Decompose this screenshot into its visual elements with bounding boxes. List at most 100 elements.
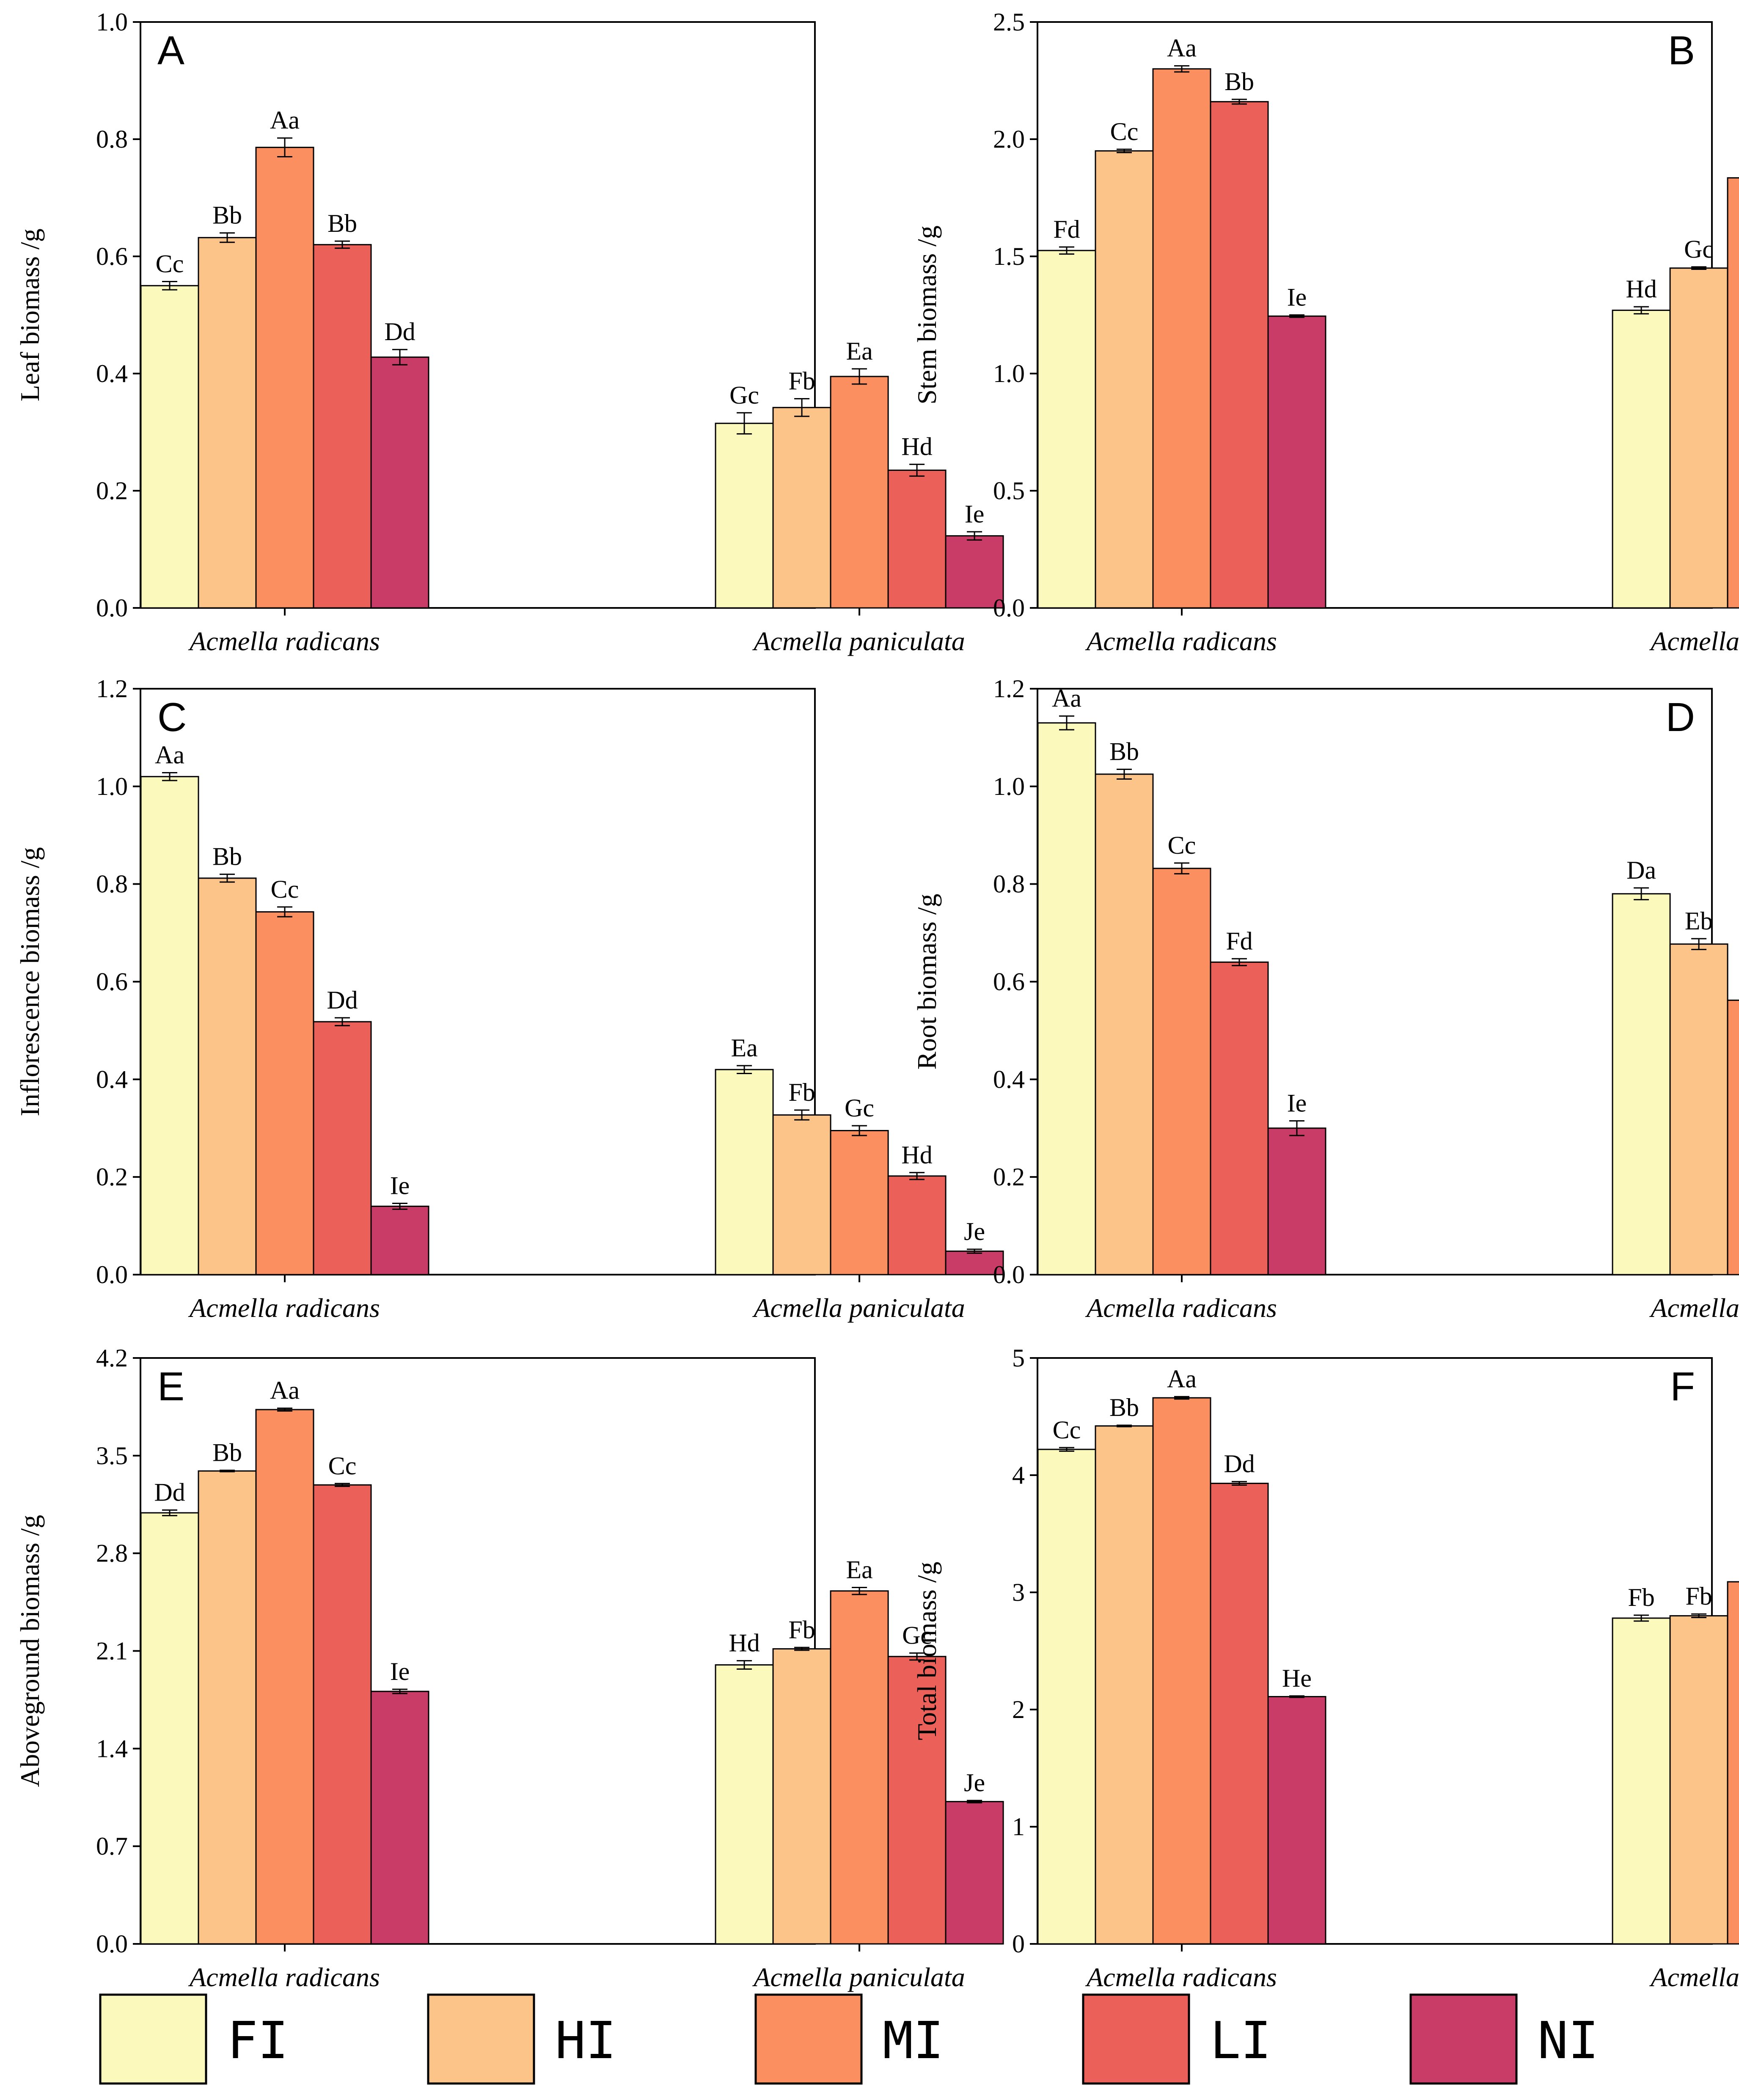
significance-label: Fb [1685, 1582, 1712, 1610]
panel-F: 0 1 2 3 4 5 Total biomass /g Acmella radicans Cc… [912, 1344, 1739, 1992]
significance-label: Ea [846, 337, 872, 365]
bar-MI [830, 1130, 889, 1275]
y-tick-label: 0.0 [96, 1930, 128, 1958]
y-tick-label: 0.5 [993, 477, 1025, 505]
bar-HI [1095, 150, 1154, 609]
significance-label: Bb [1109, 737, 1139, 765]
bar-MI [1152, 68, 1211, 609]
bar-HI [772, 1648, 831, 1945]
legend-swatch-FI [99, 1993, 207, 2085]
y-tick-label: 1.0 [993, 360, 1025, 388]
bar-HI [198, 1470, 257, 1945]
x-category-label: Acmella radicans [188, 626, 380, 656]
bar-FI [715, 1069, 774, 1275]
y-axis-label: Inflorescence biomass /g [15, 847, 45, 1116]
bar-HI [772, 1114, 831, 1275]
bar-FI [1612, 1617, 1671, 1945]
panel-E: 0.0 0.7 1.4 2.1 2.8 3.5 4.2 Aboveground biomass… [15, 1344, 1004, 1992]
y-tick-label: 0.8 [993, 870, 1025, 898]
bar-NI [1267, 1696, 1326, 1945]
significance-label: Cc [1110, 118, 1139, 146]
bar-LI [887, 470, 947, 609]
y-tick-label: 0.6 [96, 242, 128, 270]
bar-LI [1210, 961, 1269, 1275]
y-tick-label: 2.1 [96, 1637, 128, 1665]
bar-MI [1152, 1397, 1211, 1945]
significance-label: Fb [1628, 1583, 1654, 1611]
panel-C: 0.0 0.2 0.4 0.6 0.8 1.0 1.2 Inflorescence bioma… [15, 675, 1004, 1323]
significance-label: Dd [384, 318, 415, 346]
x-category-label: Acmella radicans [188, 1293, 380, 1323]
significance-label: Ie [390, 1171, 410, 1199]
bar-FI [1037, 1449, 1096, 1945]
bar-FI [1037, 250, 1096, 609]
legend-label-FI: FI [227, 2012, 289, 2070]
y-tick-label: 0.2 [96, 477, 128, 505]
significance-label: Dd [1224, 1450, 1255, 1478]
y-tick-label: 1.0 [96, 772, 128, 800]
significance-label: Hd [729, 1629, 759, 1657]
bar-FI [140, 1512, 199, 1945]
bar-MI [830, 1590, 889, 1945]
significance-label: Dd [327, 986, 358, 1014]
significance-label: Aa [1167, 1365, 1197, 1393]
y-axis-label: Root biomass /g [912, 893, 942, 1069]
bar-HI [198, 237, 257, 609]
bar-MI [1727, 999, 1739, 1275]
panel-letter: A [157, 28, 184, 73]
y-tick-label: 3 [1012, 1578, 1025, 1606]
bar-HI [772, 407, 831, 609]
significance-label: Eb [1685, 907, 1713, 935]
bar-HI [1669, 267, 1728, 609]
y-tick-label: 0 [1012, 1930, 1025, 1958]
significance-label: Cc [271, 875, 299, 903]
y-tick-label: 0.6 [96, 968, 128, 996]
panel-A: 0.0 0.2 0.4 0.6 0.8 1.0 Leaf biomass /g Acmella… [15, 8, 1004, 656]
bar-NI [945, 1251, 1004, 1275]
x-category-label: Acmella paniculata [752, 1962, 965, 1992]
legend-label-NI: NI [1538, 2012, 1599, 2070]
x-category-label: Acmella radicans [188, 1962, 380, 1992]
significance-label: Cc [156, 250, 184, 278]
bar-HI [198, 877, 257, 1275]
y-axis-label: Total biomass /g [912, 1561, 942, 1740]
y-tick-label: 0.0 [96, 1261, 128, 1289]
panel-letter: F [1670, 1364, 1695, 1409]
x-category-label: Acmella paniculata [752, 626, 965, 656]
bar-FI [140, 285, 199, 609]
significance-label: Gc [729, 381, 759, 409]
bar-MI [255, 146, 314, 609]
significance-label: Bb [212, 843, 242, 871]
bar-LI [887, 1656, 947, 1945]
y-axis-label: Stem biomass /g [912, 225, 942, 404]
significance-label: Gc [902, 1621, 932, 1649]
bar-FI [1612, 309, 1671, 609]
panel-letter: D [1666, 695, 1695, 740]
y-tick-label: 0.8 [96, 870, 128, 898]
y-tick-label: 3.5 [96, 1442, 128, 1470]
bar-NI [370, 356, 429, 609]
y-tick-label: 0.0 [993, 594, 1025, 622]
y-tick-label: 5 [1012, 1344, 1025, 1372]
panel-letter: C [157, 695, 187, 740]
y-tick-label: 0.2 [993, 1163, 1025, 1191]
y-axis-label: Aboveground biomass /g [15, 1515, 45, 1787]
legend-swatch-MI [754, 1993, 863, 2085]
significance-label: Fb [788, 367, 815, 395]
bar-LI [1210, 1482, 1269, 1945]
significance-label: Da [1626, 856, 1656, 884]
significance-label: Fd [1226, 927, 1252, 955]
bar-MI [1727, 1581, 1739, 1945]
significance-label: Ie [1287, 283, 1307, 311]
significance-label: Cc [328, 1452, 357, 1480]
significance-label: Hd [901, 433, 932, 461]
bar-FI [140, 776, 199, 1275]
legend: FI HI MI LI NI [99, 1993, 1599, 2085]
significance-label: Ea [731, 1034, 757, 1062]
legend-label-LI: LI [1210, 2012, 1271, 2070]
x-category-label: Acmella paniculata [752, 1293, 965, 1323]
significance-label: Ie [965, 500, 985, 528]
panels: 0.0 0.2 0.4 0.6 0.8 1.0 Leaf biomass /g Acmella… [15, 8, 1739, 1992]
significance-label: Fd [1053, 215, 1080, 243]
